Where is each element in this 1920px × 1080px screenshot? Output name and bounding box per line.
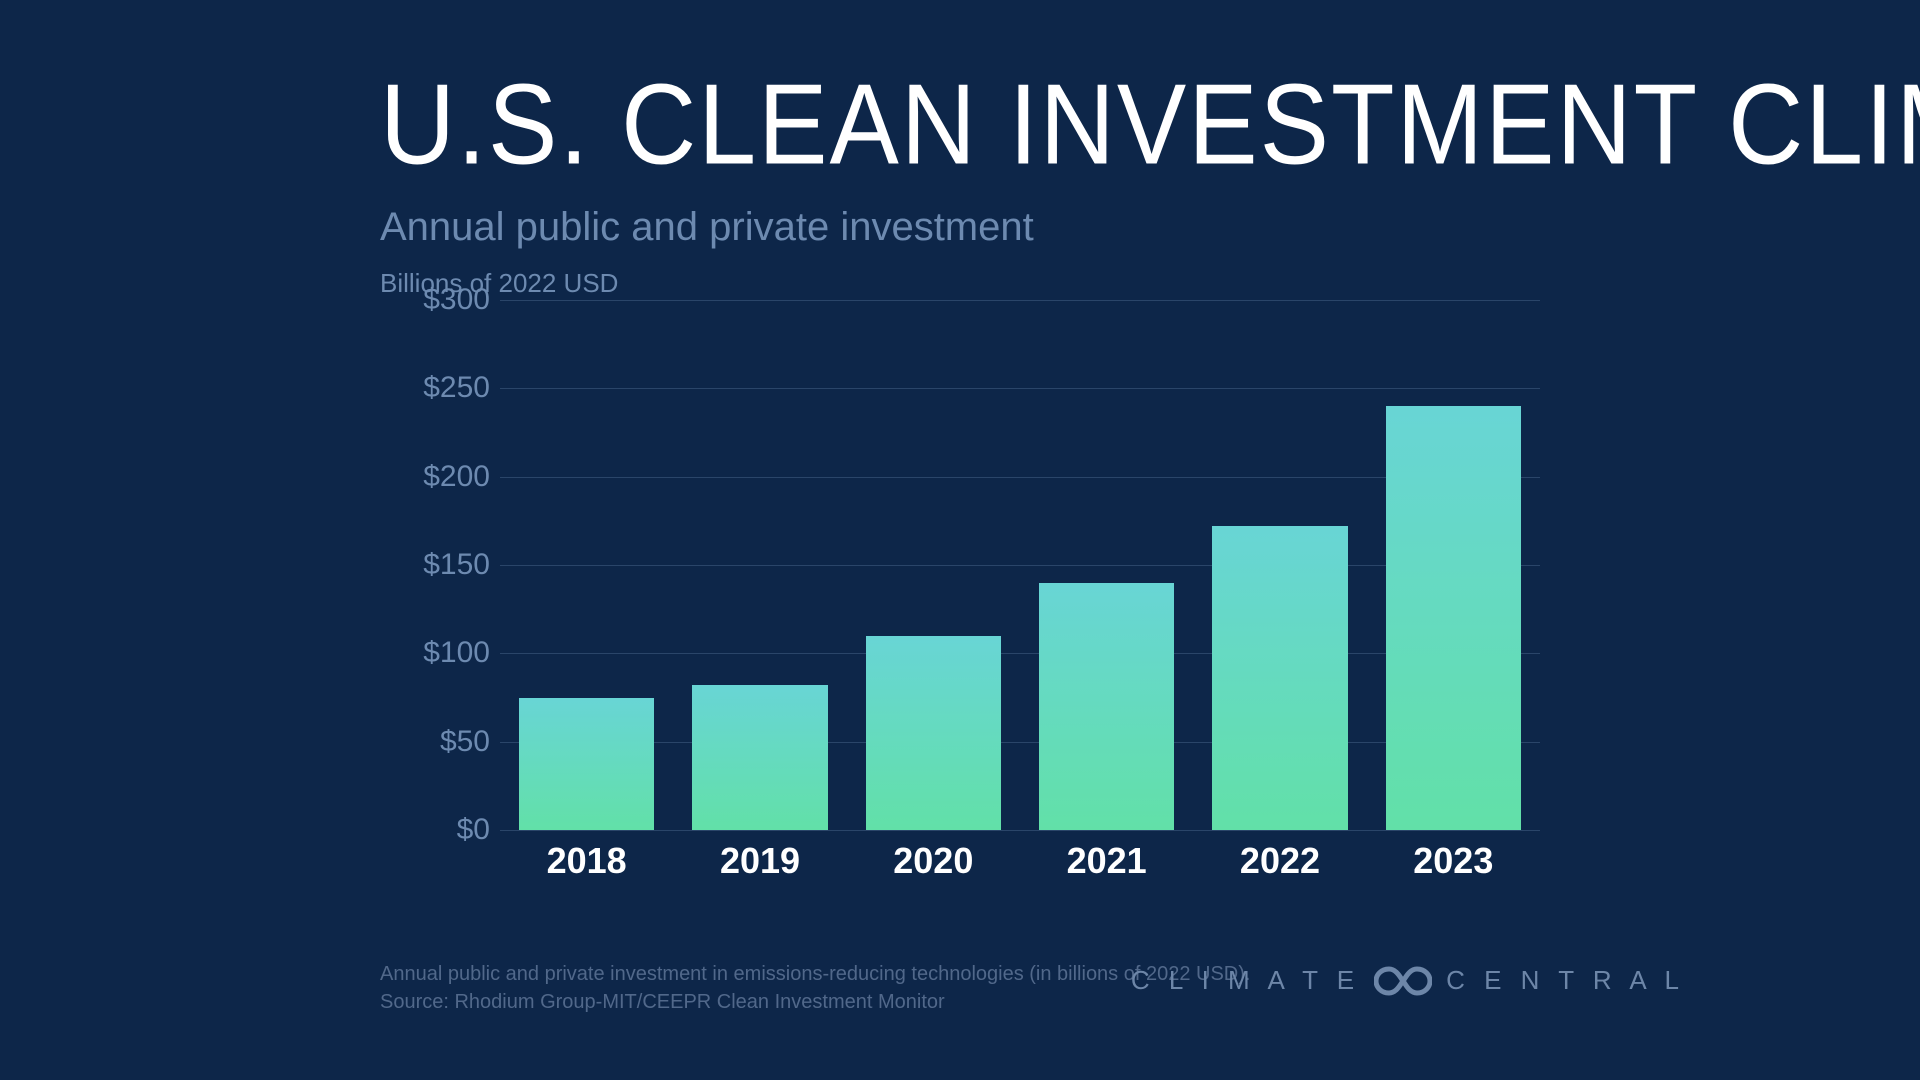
bar — [1212, 526, 1347, 830]
y-tick-label: $200 — [380, 460, 490, 494]
gridline — [500, 830, 1540, 831]
bars-container: 201820192020202120222023 — [500, 300, 1540, 830]
infinity-icon — [1374, 966, 1432, 996]
brand-logo: C L I M A T E C E N T R A L — [1131, 965, 1685, 996]
bar — [692, 685, 827, 830]
bar-slot: 2020 — [847, 300, 1020, 830]
bar-slot: 2018 — [500, 300, 673, 830]
bar — [519, 698, 654, 831]
chart-subtitle: Annual public and private investment — [380, 205, 1034, 250]
x-tick-label: 2021 — [1020, 840, 1193, 882]
x-tick-label: 2023 — [1367, 840, 1540, 882]
bar — [1039, 583, 1174, 830]
y-tick-label: $0 — [380, 813, 490, 847]
chart-title: U.S. CLEAN INVESTMENT CLIMBING — [380, 60, 1920, 191]
footnote-line-2: Source: Rhodium Group-MIT/CEEPR Clean In… — [380, 988, 1250, 1016]
bar-slot: 2023 — [1367, 300, 1540, 830]
bar — [1386, 406, 1521, 830]
y-tick-label: $250 — [380, 371, 490, 405]
brand-word-left: C L I M A T E — [1131, 965, 1360, 996]
bar-slot: 2021 — [1020, 300, 1193, 830]
chart-area: 201820192020202120222023 $0 $50 $100 $150 $2… — [380, 300, 1540, 870]
footnote-line-1: Annual public and private investment in … — [380, 960, 1250, 988]
bar — [866, 636, 1001, 830]
x-tick-label: 2020 — [847, 840, 1020, 882]
y-tick-label: $300 — [380, 283, 490, 317]
x-tick-label: 2018 — [500, 840, 673, 882]
x-tick-label: 2019 — [673, 840, 846, 882]
x-tick-label: 2022 — [1193, 840, 1366, 882]
bar-slot: 2022 — [1193, 300, 1366, 830]
bar-slot: 2019 — [673, 300, 846, 830]
chart-canvas: U.S. CLEAN INVESTMENT CLIMBING Annual pu… — [0, 0, 1920, 1080]
y-tick-label: $50 — [380, 725, 490, 759]
y-tick-label: $150 — [380, 548, 490, 582]
brand-word-right: C E N T R A L — [1446, 965, 1685, 996]
y-tick-label: $100 — [380, 636, 490, 670]
chart-footnote: Annual public and private investment in … — [380, 960, 1250, 1016]
